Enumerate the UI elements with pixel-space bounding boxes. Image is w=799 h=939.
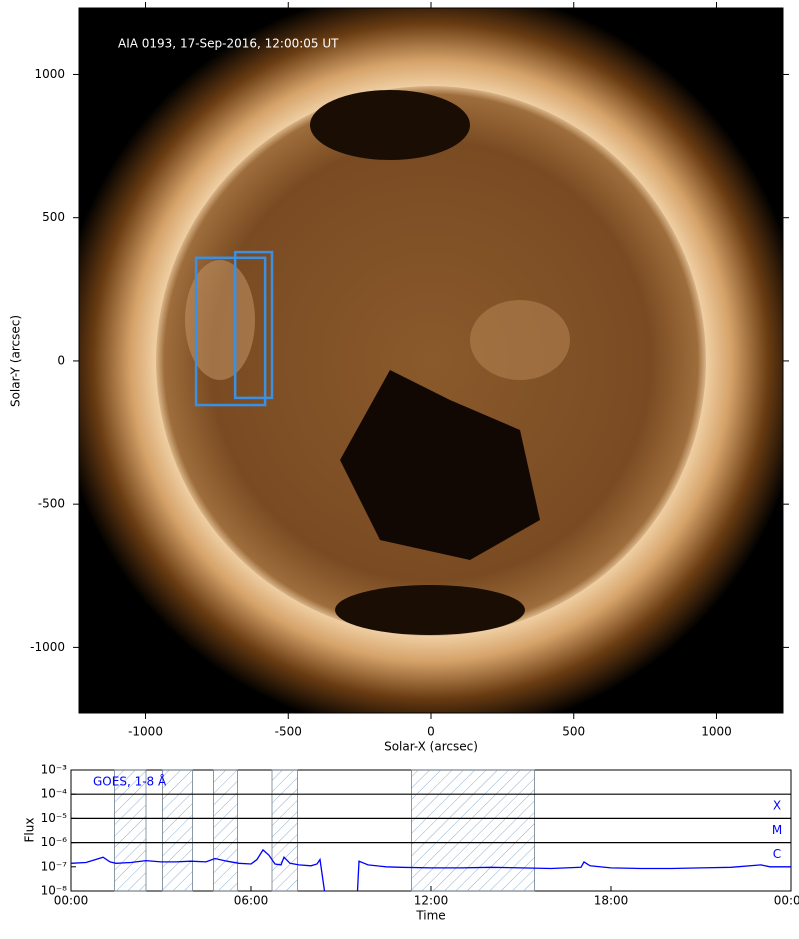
x-tick-label: 12:00 [414,894,449,908]
x-tick-label: 500 [562,725,585,739]
y-tick-label: 10⁻⁶ [41,835,68,849]
x-tick-label: -500 [275,725,302,739]
x-tick-label: 00:00 [54,894,89,908]
y-axis-label: Flux [23,818,37,843]
roi-box [194,256,267,407]
roi-box [233,250,274,400]
class-label: C [773,847,781,861]
series-label: GOES, 1-8 Å [93,774,167,789]
class-label: M [772,823,782,837]
y-tick-label: 10⁻⁷ [41,859,68,873]
y-tick-label: 0 [57,353,65,367]
x-tick-label: 1000 [701,725,732,739]
x-axis-label: Solar-X (arcsec) [384,740,478,754]
x-axis-label: Time [415,909,445,923]
x-tick-label: -1000 [128,725,163,739]
x-tick-label: 0 [427,725,435,739]
flare-interval [114,769,147,892]
y-tick-label: 1000 [34,67,65,81]
flare-interval [162,769,193,892]
x-tick-label: 00:00 [774,894,799,908]
class-label: X [773,799,781,813]
y-tick-label: 500 [42,210,65,224]
solar-image [79,8,783,713]
y-tick-label: -500 [38,497,65,511]
y-tick-label: 10⁻⁴ [41,787,68,801]
y-tick-label: 10⁻³ [41,763,68,777]
y-tick-label: 10⁻⁸ [41,884,68,898]
flare-interval [213,769,238,892]
x-tick-label: 18:00 [594,894,629,908]
x-tick-label: 06:00 [234,894,269,908]
y-tick-label: -1000 [30,640,65,654]
flux-line [70,848,791,892]
image-annotation: AIA 0193, 17-Sep-2016, 12:00:05 UT [118,37,339,51]
y-tick-label: 10⁻⁵ [41,811,68,825]
flare-interval [411,769,535,892]
flare-interval [271,769,298,892]
y-axis-label: Solar-Y (arcsec) [9,315,23,407]
